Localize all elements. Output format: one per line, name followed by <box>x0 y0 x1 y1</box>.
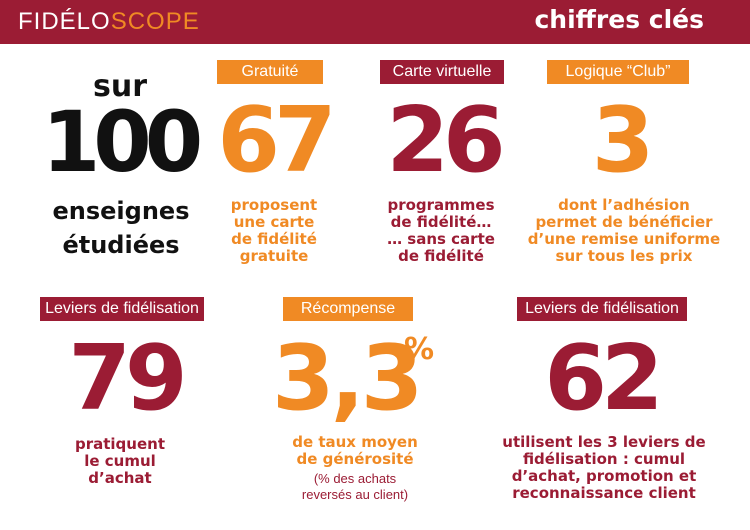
brand-part-2: SCOPE <box>110 8 200 35</box>
intro-etudiees: étudiées <box>62 231 180 259</box>
note-recompense: (% des achats reversés au client) <box>301 471 409 502</box>
value-logique-club: 3 <box>591 88 655 193</box>
page-title: chiffres clés <box>534 5 704 34</box>
desc-carte-virtuelle: programmes de fidélité… … sans carte de … <box>387 196 495 265</box>
intro-sur: sur <box>92 69 147 104</box>
desc-gratuite: proposent une carte de fidélité gratuite <box>230 196 318 265</box>
desc-recompense: de taux moyen de générosité <box>292 433 418 468</box>
intro-number: 100 <box>41 93 203 191</box>
label-logique-club: Logique “Club” <box>547 60 689 84</box>
desc-logique-club: dont l’adhésion permet de bénéficier d’u… <box>527 196 721 265</box>
header-bar: FIDÉLOSCOPE chiffres clés <box>0 0 750 44</box>
label-gratuite: Gratuité <box>217 60 323 84</box>
value-recompense: 3,3 <box>272 326 423 431</box>
desc-leviers-1: pratiquent le cumul d’achat <box>74 435 165 487</box>
value-leviers-2: 62 <box>544 326 663 431</box>
label-leviers-1: Leviers de fidélisation <box>40 297 204 321</box>
value-gratuite: 67 <box>217 88 336 193</box>
label-recompense: Récompense <box>283 297 413 321</box>
value-leviers-1: 79 <box>68 326 187 431</box>
brand-logo: FIDÉLOSCOPE <box>18 8 200 36</box>
intro-enseignes: enseignes <box>52 197 190 225</box>
value-recompense-unit: % <box>404 332 435 367</box>
label-carte-virtuelle: Carte virtuelle <box>380 60 504 84</box>
label-leviers-2: Leviers de fidélisation <box>517 297 687 321</box>
brand-part-1: FIDÉLO <box>18 8 111 35</box>
value-carte-virtuelle: 26 <box>386 88 505 193</box>
desc-leviers-2: utilisent les 3 leviers de fidélisation … <box>502 433 706 502</box>
